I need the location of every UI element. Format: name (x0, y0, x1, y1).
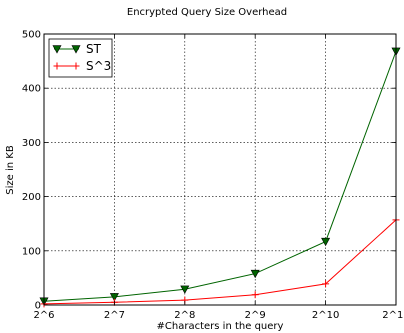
series-layer (39, 47, 401, 308)
y-tick-label: 500 (22, 30, 41, 41)
legend-marker-shape (72, 62, 80, 70)
y-tick-label: 400 (22, 84, 41, 95)
x-tick-label: 2^6 (33, 310, 54, 321)
data-point (321, 237, 331, 247)
y-tick-label: 0 (35, 301, 41, 312)
legend: ST S^3 (48, 38, 113, 78)
legend-marker-s3 (53, 62, 80, 70)
x-tick-label: 2^9 (245, 310, 266, 321)
series-line-1 (43, 219, 397, 305)
y-tick-label: 200 (22, 192, 41, 203)
x-tick-label: 2^10 (312, 310, 339, 321)
axis-ticks: 2^6 2^7 2^8 2^9 2^10 2^11 0 100 200 300 400 500 (22, 30, 404, 322)
chart-title: Encrypted Query Size Overhead (127, 7, 287, 18)
data-point (109, 293, 119, 302)
plot-frame (43, 33, 397, 306)
legend-marker-shape (53, 62, 61, 70)
series-line-0 (43, 51, 397, 302)
data-point (322, 280, 330, 288)
legend-marker-shape (71, 45, 81, 54)
data-point (180, 285, 190, 294)
y-tick-label: 300 (22, 138, 41, 149)
legend-label-st: ST (86, 42, 102, 56)
x-tick-label: 2^11 (382, 310, 404, 321)
data-point (251, 291, 259, 299)
y-axis-label: Size in KB (5, 145, 16, 195)
x-tick-label: 2^8 (174, 310, 195, 321)
legend-marker-shape (52, 45, 62, 54)
x-tick-label: 2^7 (104, 310, 125, 321)
x-axis-label: #Characters in the query (157, 321, 284, 332)
legend-marker-st (52, 45, 81, 54)
legend-label-s3: S^3 (86, 59, 111, 73)
y-tick-label: 100 (22, 246, 41, 257)
grid-lines (44, 34, 396, 305)
data-point (250, 269, 260, 279)
